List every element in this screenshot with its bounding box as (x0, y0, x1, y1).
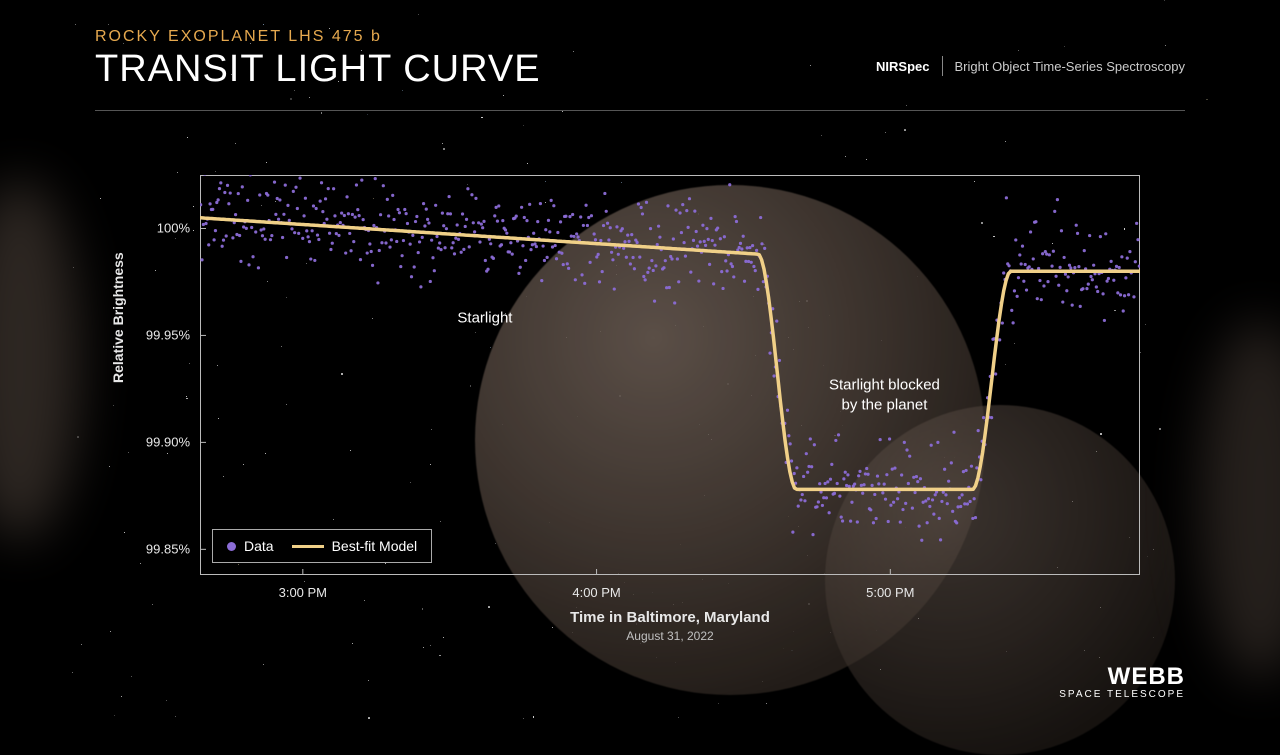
header: ROCKY EXOPLANET LHS 475 b TRANSIT LIGHT … (95, 28, 1185, 91)
header-right: NIRSpec Bright Object Time-Series Spectr… (876, 56, 1185, 76)
y-tick: 99.95% (146, 328, 190, 343)
y-tick: 100% (157, 221, 190, 236)
chart-svg (200, 175, 1140, 575)
transit-light-curve-chart: 100%99.95%99.90%99.85% 3:00 PM4:00 PM5:0… (200, 175, 1140, 575)
legend-model-line (292, 545, 324, 548)
chart-annotation: Starlight blockedby the planet (829, 376, 940, 415)
legend: Data Best-fit Model (212, 529, 432, 563)
y-tick: 99.85% (146, 542, 190, 557)
x-tick: 4:00 PM (572, 585, 620, 600)
legend-data-label: Data (244, 538, 274, 554)
legend-model-label: Best-fit Model (332, 538, 418, 554)
logo-main: WEBB (1059, 663, 1185, 691)
right-letterbox (1210, 0, 1280, 720)
header-divider (942, 56, 943, 76)
x-axis-sublabel: August 31, 2022 (626, 629, 713, 643)
chart-annotation: Starlight (457, 309, 512, 329)
y-tick: 99.90% (146, 435, 190, 450)
instrument-name: NIRSpec (876, 59, 929, 74)
x-tick: 3:00 PM (279, 585, 327, 600)
header-rule (95, 110, 1185, 111)
y-axis-label: Relative Brightness (110, 252, 126, 383)
instrument-mode: Bright Object Time-Series Spectroscopy (955, 59, 1185, 74)
webb-logo: WEBB SPACE TELESCOPE (1059, 663, 1185, 700)
logo-sub: SPACE TELESCOPE (1059, 689, 1185, 700)
legend-data: Data (227, 538, 274, 554)
legend-model: Best-fit Model (292, 538, 418, 554)
header-subtitle: ROCKY EXOPLANET LHS 475 b (95, 28, 1185, 46)
legend-data-marker (227, 542, 236, 551)
x-tick: 5:00 PM (866, 585, 914, 600)
x-axis-label: Time in Baltimore, Maryland (570, 609, 770, 626)
left-letterbox (0, 0, 70, 720)
